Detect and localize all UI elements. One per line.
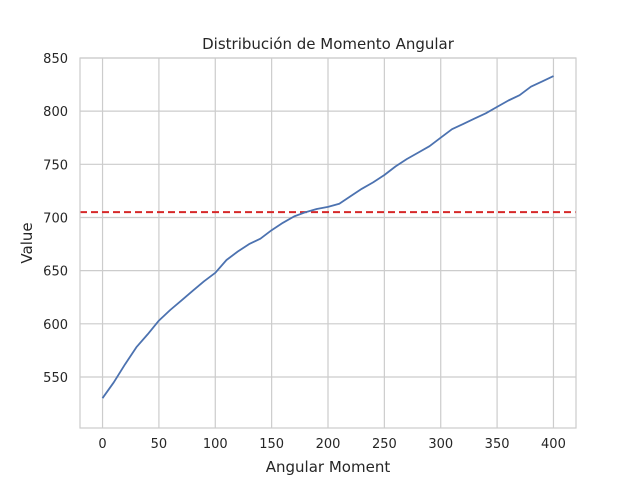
y-tick-label: 750 [43, 158, 68, 173]
y-tick-label: 650 [43, 265, 68, 280]
series-group [101, 75, 554, 399]
y-tick-labels: 550 600 650 700 750 800 850 [43, 52, 68, 386]
x-tick-labels: 0 50 100 150 200 250 300 350 400 [98, 437, 565, 452]
x-tick-label: 300 [428, 437, 453, 452]
chart-title: Distribución de Momento Angular [202, 35, 455, 53]
y-tick-label: 800 [43, 105, 68, 120]
y-axis-label: Value [18, 222, 36, 263]
x-tick-label: 250 [372, 437, 397, 452]
y-tick-label: 850 [43, 52, 68, 67]
plot-frame [79, 57, 577, 429]
x-tick-label: 200 [316, 437, 341, 452]
series-line [101, 75, 554, 399]
x-tick-label: 350 [485, 437, 510, 452]
y-tick-label: 700 [43, 211, 68, 226]
x-tick-label: 0 [98, 437, 106, 452]
x-tick-label: 50 [151, 437, 168, 452]
grid [80, 57, 576, 428]
y-tick-label: 600 [43, 318, 68, 333]
x-tick-label: 100 [203, 437, 228, 452]
y-tick-label: 550 [43, 371, 68, 386]
x-tick-label: 400 [541, 437, 566, 452]
x-tick-label: 150 [259, 437, 284, 452]
x-axis-label: Angular Moment [266, 458, 391, 476]
